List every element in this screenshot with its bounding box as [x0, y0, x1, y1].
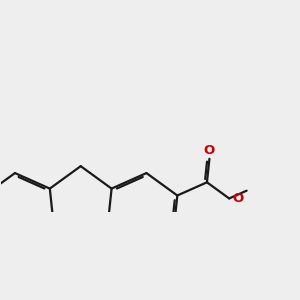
- Text: O: O: [232, 192, 243, 205]
- Text: O: O: [204, 144, 215, 157]
